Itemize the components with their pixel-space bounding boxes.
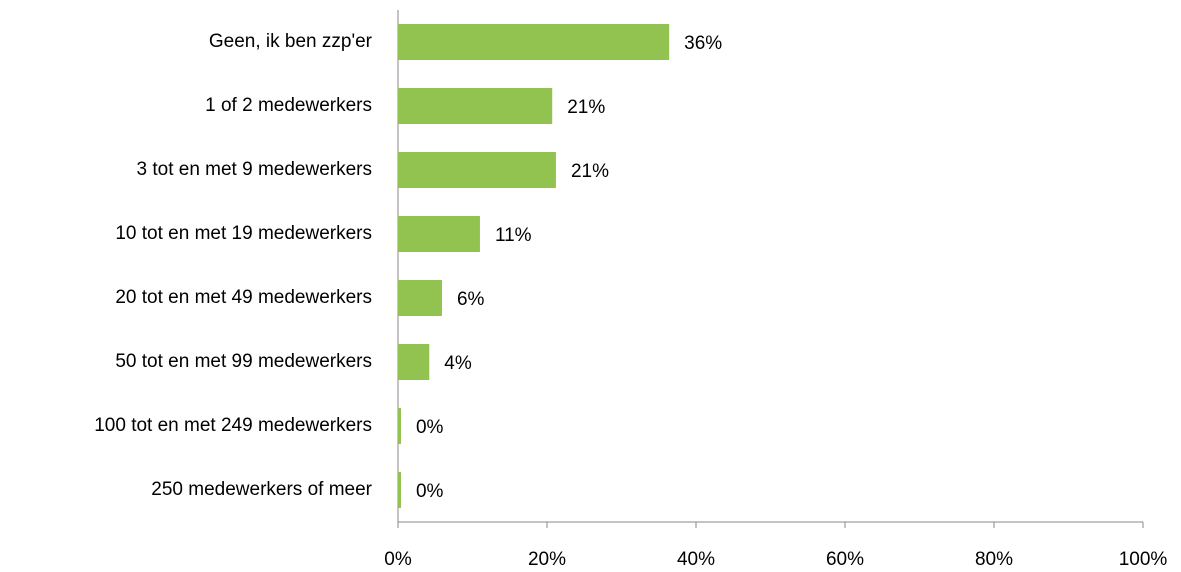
bar — [398, 152, 556, 188]
y-tick-label: 250 medewerkers of meer — [151, 479, 372, 500]
data-label: 21% — [571, 161, 609, 182]
bar — [398, 280, 442, 316]
y-tick-label: 3 tot en met 9 medewerkers — [137, 159, 373, 180]
bar — [398, 88, 553, 124]
x-tick-label: 80% — [975, 549, 1013, 570]
x-tick-label: 20% — [528, 549, 566, 570]
data-label: 21% — [567, 97, 605, 118]
y-tick-label: 1 of 2 medewerkers — [205, 95, 372, 116]
data-label: 6% — [457, 289, 485, 310]
x-tick-label: 0% — [384, 549, 412, 570]
bar — [398, 344, 430, 380]
bar — [398, 24, 670, 60]
y-tick-label: 100 tot en met 249 medewerkers — [94, 415, 372, 436]
data-label: 0% — [416, 417, 444, 438]
x-tick-label: 100% — [1119, 549, 1168, 570]
data-label: 11% — [495, 225, 532, 246]
x-tick-label: 40% — [677, 549, 715, 570]
x-tick-label: 60% — [826, 549, 864, 570]
data-label: 36% — [684, 33, 722, 54]
bar — [398, 472, 401, 508]
y-tick-label: 10 tot en met 19 medewerkers — [115, 223, 372, 244]
y-tick-label: Geen, ik ben zzp'er — [209, 31, 373, 52]
data-label: 4% — [444, 353, 472, 374]
y-tick-label: 20 tot en met 49 medewerkers — [115, 287, 372, 308]
y-tick-label: 50 tot en met 99 medewerkers — [115, 351, 372, 372]
data-label: 0% — [416, 481, 444, 502]
bar — [398, 216, 480, 252]
bar — [398, 408, 401, 444]
